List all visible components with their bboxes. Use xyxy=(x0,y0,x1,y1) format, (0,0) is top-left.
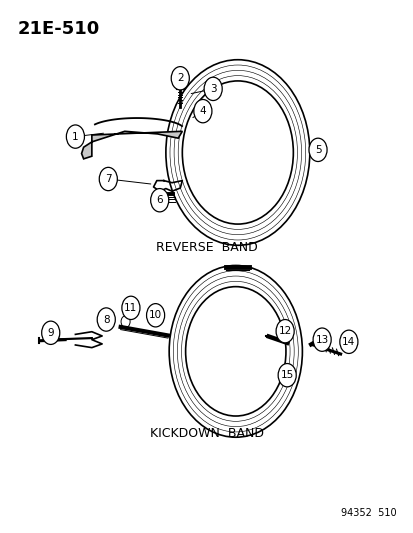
Text: 10: 10 xyxy=(149,310,162,320)
Circle shape xyxy=(193,100,211,123)
Text: 5: 5 xyxy=(314,145,320,155)
Circle shape xyxy=(312,328,330,351)
Text: 7: 7 xyxy=(105,174,112,184)
Circle shape xyxy=(204,77,222,101)
Text: 12: 12 xyxy=(278,326,291,336)
Text: 4: 4 xyxy=(199,106,206,116)
Text: 3: 3 xyxy=(209,84,216,94)
Polygon shape xyxy=(81,131,182,159)
Text: 21E-510: 21E-510 xyxy=(18,20,100,38)
Text: REVERSE  BAND: REVERSE BAND xyxy=(156,241,257,254)
Circle shape xyxy=(97,308,115,331)
Text: 1: 1 xyxy=(72,132,78,142)
Text: 8: 8 xyxy=(103,314,109,325)
Circle shape xyxy=(42,321,59,344)
Circle shape xyxy=(146,304,164,327)
Text: 14: 14 xyxy=(342,337,355,347)
Circle shape xyxy=(171,67,189,90)
Circle shape xyxy=(150,189,169,212)
Text: 94352  510: 94352 510 xyxy=(340,508,395,519)
Text: 6: 6 xyxy=(156,195,163,205)
Text: 11: 11 xyxy=(124,303,137,313)
Text: 2: 2 xyxy=(176,73,183,83)
Text: 15: 15 xyxy=(280,370,293,380)
Circle shape xyxy=(308,138,326,161)
Circle shape xyxy=(66,125,84,148)
Text: 13: 13 xyxy=(315,335,328,345)
Circle shape xyxy=(121,296,140,319)
Text: 9: 9 xyxy=(47,328,54,338)
Circle shape xyxy=(339,330,357,353)
Circle shape xyxy=(275,319,294,343)
Circle shape xyxy=(99,167,117,191)
Text: KICKDOWN  BAND: KICKDOWN BAND xyxy=(150,427,263,440)
Circle shape xyxy=(278,364,296,387)
